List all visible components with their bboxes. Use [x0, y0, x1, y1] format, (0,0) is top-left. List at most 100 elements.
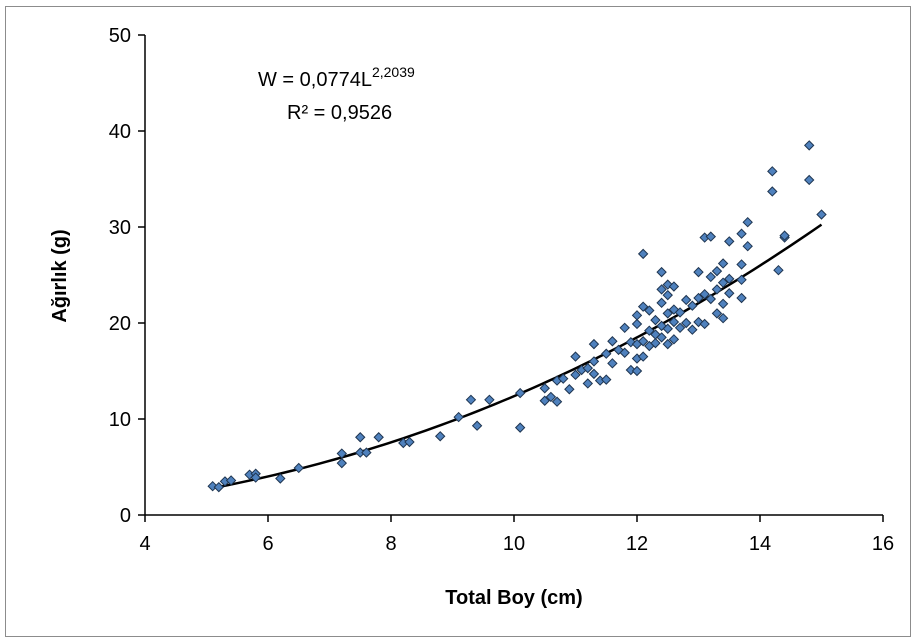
data-point — [767, 166, 778, 177]
data-point — [514, 422, 526, 433]
data-point — [662, 308, 673, 319]
data-point — [514, 387, 526, 399]
x-tick-label: 12 — [626, 533, 648, 555]
data-point — [250, 472, 261, 483]
x-axis: 4 6 8 10 12 14 16 — [139, 514, 894, 555]
trendline-equation: W = 0,0774L2,2039 — [258, 64, 415, 91]
data-point — [564, 384, 575, 395]
data-point — [373, 432, 384, 443]
data-point — [355, 432, 366, 443]
data-points — [207, 140, 827, 493]
data-point — [601, 348, 612, 359]
x-tick-label: 4 — [139, 533, 150, 555]
data-point — [803, 174, 815, 186]
data-point — [336, 457, 348, 469]
data-point — [717, 277, 729, 288]
data-point — [736, 292, 747, 304]
data-point — [453, 411, 464, 423]
x-axis-title: Total Boy (cm) — [445, 587, 582, 609]
data-point — [767, 186, 778, 197]
data-point — [711, 284, 723, 295]
data-point — [773, 264, 784, 276]
data-point — [699, 318, 710, 330]
data-point — [687, 300, 698, 311]
data-point — [705, 293, 717, 305]
data-point — [724, 288, 735, 299]
data-point — [693, 266, 704, 278]
data-point — [637, 351, 649, 362]
data-point — [539, 395, 550, 406]
data-point — [213, 481, 225, 493]
data-point — [637, 248, 649, 260]
y-axis-title: Ağırlık (g) — [49, 229, 71, 322]
data-point — [619, 347, 630, 358]
data-point — [465, 394, 477, 406]
data-point — [656, 332, 667, 343]
data-point — [656, 266, 667, 278]
data-point — [588, 338, 600, 350]
data-point — [545, 391, 557, 403]
data-point — [582, 378, 594, 389]
x-tick-label: 10 — [503, 533, 525, 555]
data-point — [484, 394, 495, 406]
data-point — [570, 369, 581, 381]
data-point — [588, 356, 600, 367]
data-point — [717, 298, 729, 310]
data-point — [724, 273, 735, 285]
x-tick-label: 6 — [262, 533, 273, 555]
data-point — [607, 358, 618, 369]
data-point — [644, 325, 655, 336]
data-point — [687, 324, 698, 335]
data-point — [637, 301, 649, 312]
data-point — [662, 289, 673, 301]
data-point — [668, 334, 680, 345]
data-point — [803, 140, 815, 151]
y-tick-label: 20 — [109, 313, 131, 335]
data-point — [588, 368, 600, 380]
data-point — [742, 216, 753, 228]
data-point — [361, 447, 372, 458]
data-point — [699, 288, 710, 300]
data-point — [404, 436, 415, 448]
data-point — [662, 338, 673, 350]
data-point — [471, 420, 483, 431]
data-point — [717, 312, 729, 324]
y-tick-label: 50 — [109, 25, 131, 47]
data-point — [582, 362, 594, 374]
x-tick-label: 14 — [749, 533, 771, 555]
data-point — [717, 258, 729, 269]
y-tick-label: 30 — [109, 217, 131, 239]
y-tick-label: 10 — [109, 409, 131, 431]
data-point — [650, 314, 661, 326]
data-point — [680, 317, 692, 329]
data-point — [668, 316, 680, 328]
data-point — [275, 473, 286, 484]
data-point — [631, 365, 643, 377]
data-point — [293, 462, 304, 474]
data-point — [539, 383, 550, 394]
data-point — [656, 284, 667, 295]
data-point — [668, 281, 680, 292]
data-point — [680, 294, 692, 306]
data-point — [650, 337, 661, 349]
data-point — [607, 336, 618, 347]
data-point — [705, 231, 717, 242]
data-point — [601, 374, 612, 385]
y-tick-label: 0 — [120, 505, 131, 527]
data-point — [693, 292, 704, 304]
y-tick-label: 40 — [109, 121, 131, 143]
data-point — [434, 431, 446, 442]
data-point — [742, 240, 753, 252]
data-point — [631, 318, 643, 330]
data-point — [644, 305, 655, 316]
data-point — [736, 259, 747, 270]
data-point — [674, 307, 686, 318]
data-point — [557, 373, 569, 384]
data-point — [662, 323, 673, 334]
data-point — [816, 209, 827, 220]
trendline — [212, 223, 823, 490]
x-tick-label: 8 — [385, 533, 396, 555]
data-point — [711, 265, 723, 277]
data-point — [551, 396, 563, 407]
